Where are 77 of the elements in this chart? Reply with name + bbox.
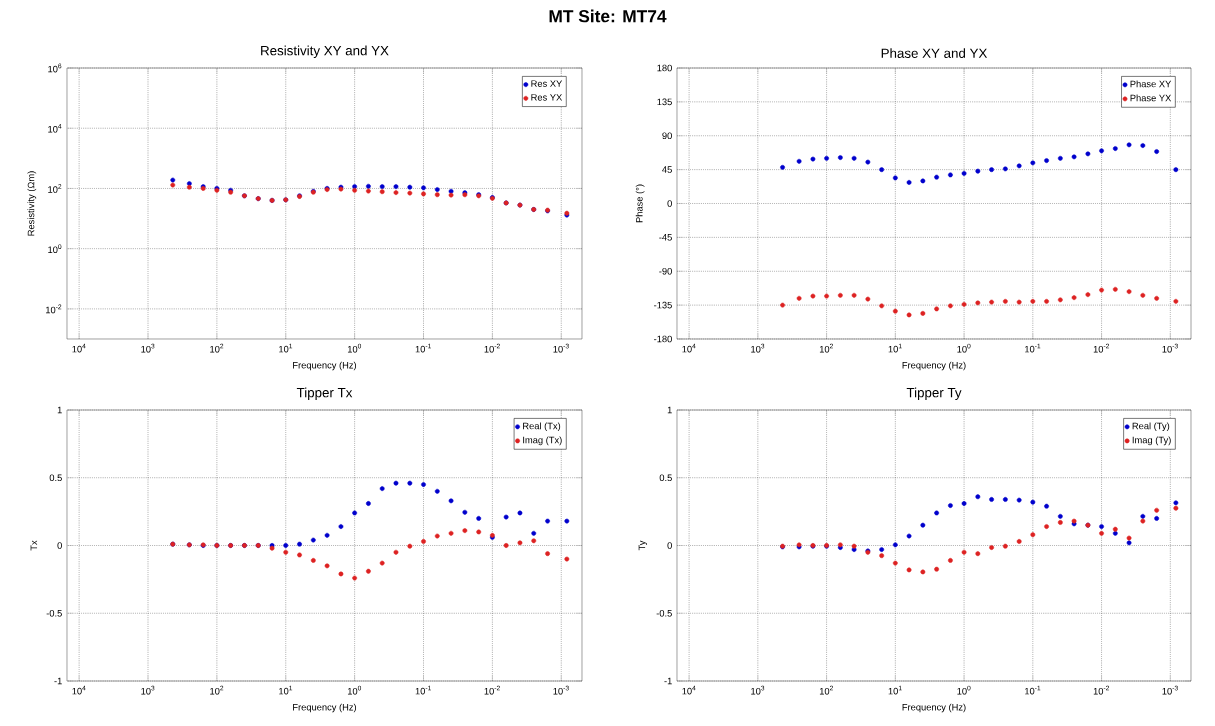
chart-title: Resistivity XY and YX — [261, 45, 389, 58]
x-tick-label: 10$^{-3}$ — [1162, 685, 1178, 695]
x-tick-label: 10$^{2}$ — [819, 343, 833, 353]
legend-label: Phase XY — [1130, 80, 1172, 88]
y-tick-label: 0 — [667, 200, 672, 207]
x-tick-label: 10$^{1}$ — [279, 343, 293, 353]
y-tick-label: 135 — [657, 98, 672, 106]
x-tick-label: 10$^{4}$ — [682, 685, 696, 695]
chart-title: Tipper Ty — [906, 387, 962, 400]
legend-label: Imag (Tx) — [523, 436, 562, 446]
y-tick-label: 45 — [662, 166, 672, 173]
legend-label: Imag (Ty) — [1132, 436, 1171, 446]
y-axis-title: Ty — [638, 540, 648, 551]
x-tick-label: 10$^{2}$ — [819, 685, 833, 695]
y-tick-label: -45 — [659, 234, 672, 241]
x-tick-label: 10$^{-1}$ — [415, 343, 432, 353]
x-tick-label: 10$^{3}$ — [751, 343, 765, 353]
text: MT Site: MT74 — [549, 9, 667, 23]
y-axis-title: Tx — [30, 540, 38, 551]
x-tick-label: 10$^{-2}$ — [484, 343, 500, 353]
y-tick-label: 10$^{4}$ — [48, 123, 62, 133]
x-tick-label: 10$^{1}$ — [888, 343, 902, 353]
legend-label: Real (Ty) — [1132, 422, 1170, 432]
y-tick-label: 1 — [57, 406, 62, 414]
x-tick-label: 10$^{-1}$ — [1025, 343, 1041, 353]
chart-title: Phase XY and YX — [881, 48, 988, 58]
y-tick-label: -180 — [654, 335, 672, 343]
x-tick-label: 10$^{3}$ — [141, 685, 155, 695]
y-tick-label: 10$^{2}$ — [48, 184, 62, 193]
y-tick-label: 90 — [662, 132, 672, 140]
y-axis-title: Resistivity (Ωm) — [27, 171, 37, 236]
x-tick-label: 10$^{-2}$ — [1093, 343, 1110, 353]
x-axis-title: Frequency (Hz) — [902, 361, 966, 371]
x-tick-label: 10$^{-3}$ — [553, 343, 569, 353]
legend-label: Real (Tx) — [523, 422, 561, 432]
x-tick-label: 10$^{4}$ — [682, 343, 696, 353]
x-axis-title: Frequency (Hz) — [902, 703, 966, 713]
y-tick-label: 0 — [57, 542, 62, 549]
x-tick-label: 10$^{1}$ — [888, 685, 902, 695]
x-tick-label: 10$^{2}$ — [210, 343, 224, 353]
x-axis-title: Frequency (Hz) — [293, 361, 357, 371]
x-tick-label: 10$^{0}$ — [347, 685, 362, 695]
y-tick-label: 0.5 — [49, 474, 62, 482]
x-tick-label: 10$^{-1}$ — [1025, 685, 1041, 695]
y-tick-label: 180 — [657, 64, 672, 72]
chart-title: Tipper Tx — [296, 387, 353, 400]
legend-label: Res XY — [531, 80, 563, 87]
y-tick-label: -0.5 — [656, 609, 672, 617]
y-tick-label: 10$^{6}$ — [48, 63, 62, 73]
x-tick-label: 10$^{-2}$ — [1093, 685, 1110, 695]
x-tick-label: 10$^{-2}$ — [484, 685, 500, 695]
x-tick-label: 10$^{-1}$ — [415, 685, 432, 695]
y-tick-label: -0.5 — [46, 609, 62, 617]
x-tick-label: 10$^{-3}$ — [553, 685, 569, 695]
y-axis-title: Phase (°) — [635, 184, 645, 223]
x-tick-label: 10$^{0}$ — [957, 343, 971, 353]
legend-label: Res YX — [531, 94, 563, 101]
x-tick-label: 10$^{2}$ — [210, 685, 224, 695]
y-tick-label: 0 — [667, 542, 672, 549]
x-tick-label: 10$^{0}$ — [347, 343, 362, 353]
x-axis-title: Frequency (Hz) — [293, 703, 357, 713]
y-tick-label: -1 — [664, 677, 672, 685]
x-tick-label: 10$^{-3}$ — [1162, 343, 1178, 353]
y-tick-label: -1 — [54, 677, 62, 685]
y-tick-label: -90 — [659, 267, 672, 275]
legend-label: Phase YX — [1130, 94, 1172, 102]
y-tick-label: 0.5 — [659, 474, 672, 482]
y-tick-label: -135 — [654, 301, 672, 309]
x-tick-label: 10$^{1}$ — [279, 685, 293, 695]
x-tick-label: 10$^{3}$ — [141, 343, 155, 353]
y-tick-label: 10$^{-2}$ — [46, 304, 62, 314]
x-tick-label: 10$^{0}$ — [957, 685, 971, 695]
x-tick-label: 10$^{4}$ — [72, 685, 86, 695]
x-tick-label: 10$^{3}$ — [751, 685, 765, 695]
y-tick-label: 10$^{0}$ — [48, 244, 62, 254]
x-tick-label: 10$^{4}$ — [72, 343, 86, 353]
y-tick-label: 1 — [667, 406, 672, 414]
